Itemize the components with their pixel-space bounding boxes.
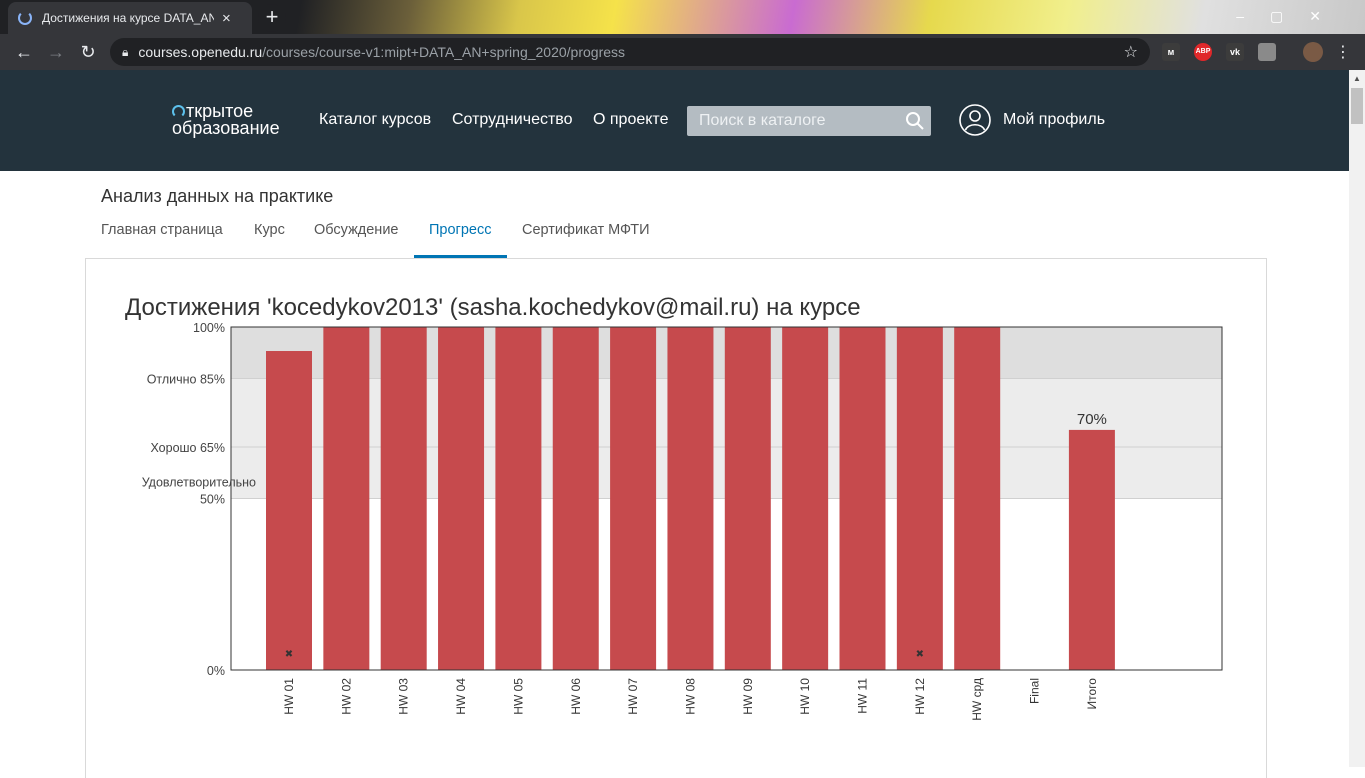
- y-tick-label: 0%: [207, 664, 225, 678]
- browser-menu-icon[interactable]: ⋮: [1335, 44, 1351, 61]
- tab-progress[interactable]: Прогресс: [429, 222, 492, 238]
- bar-hw-11: [839, 327, 886, 670]
- catalog-search: [687, 106, 931, 136]
- y-tick-label: Отлично 85%: [147, 372, 225, 386]
- nav-catalog[interactable]: Каталог курсов: [319, 111, 432, 128]
- vk-extension-icon[interactable]: vk: [1226, 43, 1244, 61]
- scroll-thumb[interactable]: [1351, 88, 1363, 124]
- bar-hw-01: [266, 351, 312, 670]
- back-arrow-icon[interactable]: ←: [15, 42, 33, 62]
- search-icon[interactable]: [905, 111, 925, 131]
- tab-certificate[interactable]: Сертификат МФТИ: [522, 222, 650, 238]
- logo-line2: образование: [172, 118, 280, 138]
- window-controls[interactable]: –▢✕: [1236, 8, 1347, 24]
- x-tick-label: HW 12: [913, 678, 927, 715]
- x-tick-label: HW 07: [626, 678, 640, 715]
- x-tick-label: HW 02: [339, 678, 353, 715]
- new-tab-button[interactable]: +: [258, 4, 286, 32]
- bar-hw-срд: [954, 327, 1001, 670]
- reload-icon[interactable]: ↻: [80, 42, 96, 62]
- url-host: courses.openedu.ru: [138, 44, 263, 60]
- bar-hw-05: [495, 327, 542, 670]
- lock-icon: 🔒︎: [122, 44, 129, 59]
- tab-course[interactable]: Курс: [254, 222, 285, 238]
- bar-hw-10: [782, 327, 829, 670]
- y-tick-label: Хорошо 65%: [150, 441, 225, 455]
- loading-spinner-icon: [18, 11, 32, 25]
- active-tab-indicator: [414, 255, 507, 258]
- logo-ring-icon: [172, 105, 185, 118]
- total-value-label: 70%: [1077, 411, 1107, 428]
- bar-hw-12: [896, 327, 943, 670]
- bar-hw-08: [667, 327, 714, 670]
- user-avatar[interactable]: [1303, 42, 1323, 62]
- y-tick-label: 100%: [193, 321, 225, 335]
- scroll-up-icon[interactable]: ▲: [1353, 74, 1361, 83]
- x-tick-label: HW 08: [683, 678, 697, 715]
- site-header: [0, 70, 1349, 171]
- x-tick-label: HW 09: [741, 678, 755, 715]
- dropped-marker: ✖: [285, 649, 293, 660]
- nav-cooperation[interactable]: Сотрудничество: [452, 111, 573, 128]
- plot-frame: [230, 326, 1223, 671]
- browser-titlebar: Достижения на курсе DATA_AN × + –▢✕: [0, 0, 1365, 34]
- y-band-label: Удовлетворительно: [142, 476, 256, 490]
- profile-avatar-icon[interactable]: [959, 104, 991, 136]
- bar-hw-09: [724, 327, 771, 670]
- close-tab-icon[interactable]: ×: [222, 9, 231, 27]
- url-path: /courses/course-v1:mipt+DATA_AN+spring_2…: [262, 44, 626, 60]
- extension-icon[interactable]: [1258, 43, 1276, 61]
- tab-title: Достижения на курсе DATA_AN: [42, 11, 214, 25]
- browser-toolbar: ← → ↻ 🔒︎ courses.openedu.ru/courses/cour…: [0, 34, 1365, 70]
- y-tick-label: 50%: [200, 493, 225, 507]
- x-tick-label: HW 11: [856, 678, 870, 714]
- x-tick-label: HW 04: [454, 678, 468, 715]
- browser-tab[interactable]: Достижения на курсе DATA_AN ×: [8, 2, 252, 34]
- x-tick-label: Final: [1028, 678, 1042, 704]
- x-tick-label: Итого: [1085, 678, 1099, 710]
- site-logo[interactable]: ткрытое образование: [172, 101, 280, 138]
- x-tick-label: HW 03: [397, 678, 411, 715]
- bar-hw-03: [380, 327, 427, 670]
- x-tick-label: HW 10: [798, 678, 812, 715]
- progress-title: Достижения 'kocedykov2013' (sasha.koched…: [125, 294, 861, 321]
- page-scrollbar[interactable]: ▲: [1349, 70, 1365, 767]
- bar-hw-04: [438, 327, 485, 670]
- course-title: Анализ данных на практике: [101, 186, 334, 206]
- search-input[interactable]: [699, 112, 899, 130]
- adblock-icon[interactable]: ABP: [1194, 43, 1212, 61]
- bar-итого: [1068, 429, 1115, 670]
- address-bar[interactable]: 🔒︎ courses.openedu.ru/courses/course-v1:…: [110, 38, 1150, 66]
- tab-home[interactable]: Главная страница: [101, 222, 223, 238]
- extension-m-icon[interactable]: м: [1162, 43, 1180, 61]
- forward-arrow-icon[interactable]: →: [47, 42, 65, 62]
- bar-hw-02: [323, 327, 370, 670]
- dropped-marker: ✖: [916, 649, 924, 660]
- x-tick-label: HW срд: [970, 678, 984, 721]
- x-tick-label: HW 05: [511, 678, 525, 715]
- x-tick-label: HW 06: [569, 678, 583, 715]
- bar-hw-07: [610, 327, 657, 670]
- tab-discussion[interactable]: Обсуждение: [314, 222, 399, 238]
- bar-hw-06: [552, 327, 599, 670]
- profile-link[interactable]: Мой профиль: [1003, 111, 1106, 128]
- logo-line1: ткрытое: [186, 101, 254, 121]
- nav-about[interactable]: О проекте: [593, 111, 669, 128]
- bookmark-star-icon[interactable]: ☆: [1123, 44, 1138, 61]
- x-tick-label: HW 01: [282, 678, 296, 715]
